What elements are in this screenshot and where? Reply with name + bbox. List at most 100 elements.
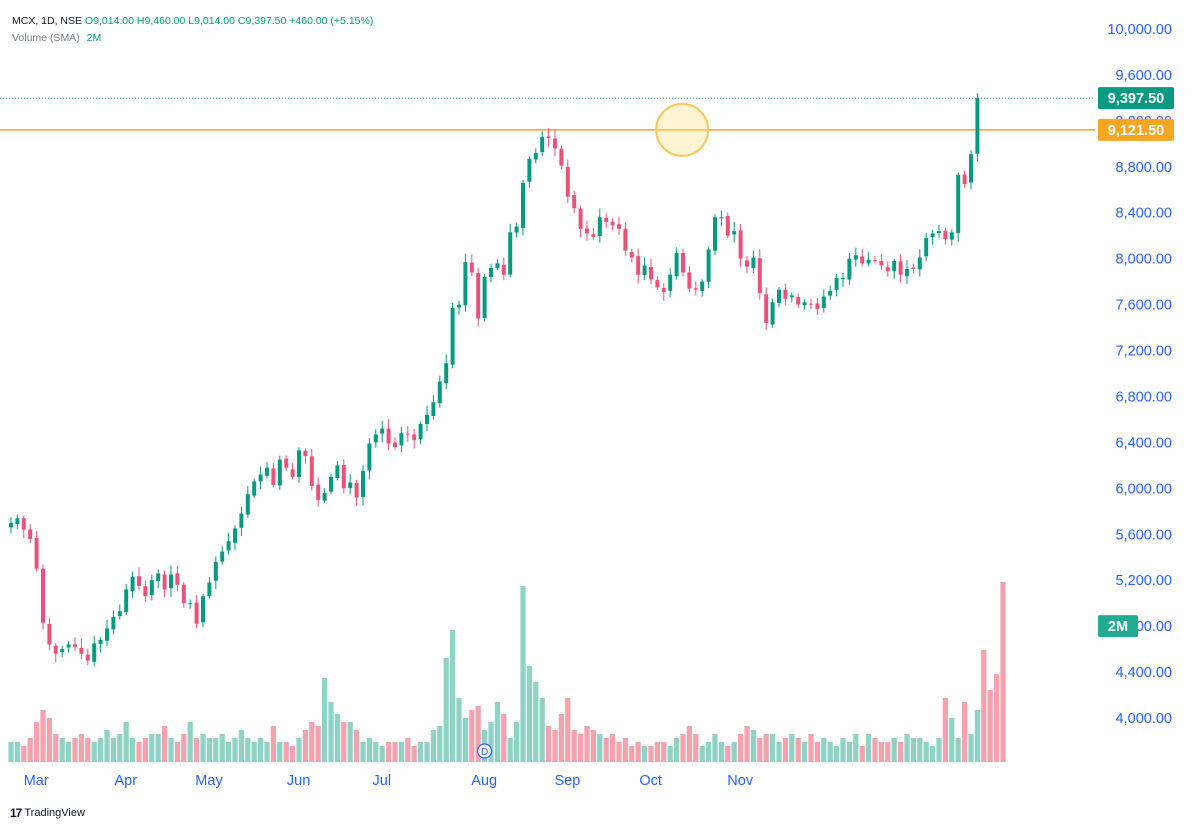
candle xyxy=(533,148,538,164)
candle xyxy=(143,580,148,602)
horizontal-level-badge[interactable]: 9,121.50 xyxy=(1098,118,1174,141)
candle xyxy=(629,248,634,263)
candle xyxy=(783,283,788,305)
candle xyxy=(469,254,474,276)
volume-bar xyxy=(885,742,891,762)
candle xyxy=(380,420,385,443)
volume-bar xyxy=(936,738,942,762)
volume-bar xyxy=(162,726,168,762)
volume-bar xyxy=(277,742,283,762)
svg-text:9,397.50: 9,397.50 xyxy=(1108,91,1164,107)
candle xyxy=(975,93,980,162)
time-tick-label: Sep xyxy=(554,773,580,789)
candle xyxy=(559,145,564,170)
volume-bar xyxy=(296,738,302,762)
candle xyxy=(917,249,922,277)
volume-bar xyxy=(53,734,59,762)
volume-bar xyxy=(501,714,507,762)
candle xyxy=(450,303,455,369)
candle xyxy=(655,276,660,290)
candle xyxy=(373,429,378,448)
candle xyxy=(930,229,935,245)
candle xyxy=(501,257,506,281)
candle xyxy=(591,227,596,241)
candle xyxy=(732,222,737,243)
candle xyxy=(706,247,711,289)
candle xyxy=(28,524,33,544)
candle xyxy=(79,638,84,660)
volume-bar xyxy=(450,630,456,762)
last-price-badge[interactable]: 9,397.50 xyxy=(1098,87,1174,110)
volume-bar xyxy=(430,730,436,762)
volume-bar xyxy=(424,742,430,762)
candle xyxy=(578,205,583,238)
volume-bar xyxy=(642,746,648,762)
candle xyxy=(789,292,794,303)
time-tick-label: May xyxy=(195,773,223,789)
volume-bar xyxy=(206,738,212,762)
time-axis[interactable]: Mar Apr May Jun Jul Aug Sep Oct Nov xyxy=(24,773,754,789)
tradingview-logo[interactable]: 17 TradingView xyxy=(10,806,85,820)
price-axis[interactable]: 10,000.009,600.009,200.008,800.008,400.0… xyxy=(1098,22,1174,727)
candle xyxy=(181,582,186,608)
volume-bar xyxy=(462,718,468,762)
candle xyxy=(322,488,327,504)
volume-bar xyxy=(578,734,584,762)
price-level-lines xyxy=(0,97,1095,131)
price-tick-label: 4,000.00 xyxy=(1116,711,1172,727)
volume-bar xyxy=(917,738,923,762)
candle xyxy=(239,506,244,537)
volume-bar xyxy=(245,738,251,762)
volume-bar xyxy=(859,746,865,762)
candles xyxy=(9,93,980,667)
volume-bar xyxy=(136,742,142,762)
overlays: D xyxy=(477,102,710,759)
volume-bar xyxy=(514,722,520,762)
breakout-highlight-circle xyxy=(655,102,710,157)
volume-bar xyxy=(520,586,526,762)
volume-bar xyxy=(674,738,680,762)
candle xyxy=(316,477,321,507)
symbol-text[interactable]: MCX, 1D, NSE xyxy=(12,15,83,27)
volume-bar xyxy=(949,718,955,762)
candle xyxy=(207,577,212,599)
volume-bar xyxy=(270,726,276,762)
candle xyxy=(169,565,173,597)
price-tick-label: 4,400.00 xyxy=(1116,665,1172,681)
volume-bar xyxy=(155,734,161,762)
volume-bar xyxy=(878,742,884,762)
candle xyxy=(53,643,58,663)
candle xyxy=(777,287,781,307)
candle xyxy=(821,289,826,313)
candle xyxy=(175,565,180,592)
dividend-event-marker[interactable]: D xyxy=(477,743,493,759)
volume-bar xyxy=(98,738,104,762)
price-tick-label: 6,400.00 xyxy=(1116,435,1172,451)
volume-bar xyxy=(526,666,532,762)
volume-bar xyxy=(546,726,552,762)
candle xyxy=(553,129,557,157)
volume-bar xyxy=(475,706,481,762)
candle xyxy=(444,354,449,389)
volume-bar xyxy=(558,714,564,762)
volume-bar xyxy=(187,722,193,762)
volume-badge[interactable]: 2M xyxy=(1098,615,1138,638)
candle xyxy=(105,620,109,647)
candle xyxy=(124,584,129,616)
candle xyxy=(892,258,897,279)
volume-bar xyxy=(981,650,987,762)
volume-bar xyxy=(347,722,353,762)
volume-bar xyxy=(731,742,737,762)
candle xyxy=(879,253,884,271)
candle xyxy=(841,272,845,287)
volume-bar xyxy=(533,682,539,762)
volume-bar xyxy=(59,738,65,762)
candle xyxy=(92,635,97,667)
volume-bar xyxy=(622,738,628,762)
volume-bar xyxy=(418,742,424,762)
volume-bar xyxy=(334,714,340,762)
candle xyxy=(60,646,65,658)
volume-indicator-row[interactable]: Volume (SMA) 2M xyxy=(12,30,373,47)
volume-bar xyxy=(648,746,654,762)
